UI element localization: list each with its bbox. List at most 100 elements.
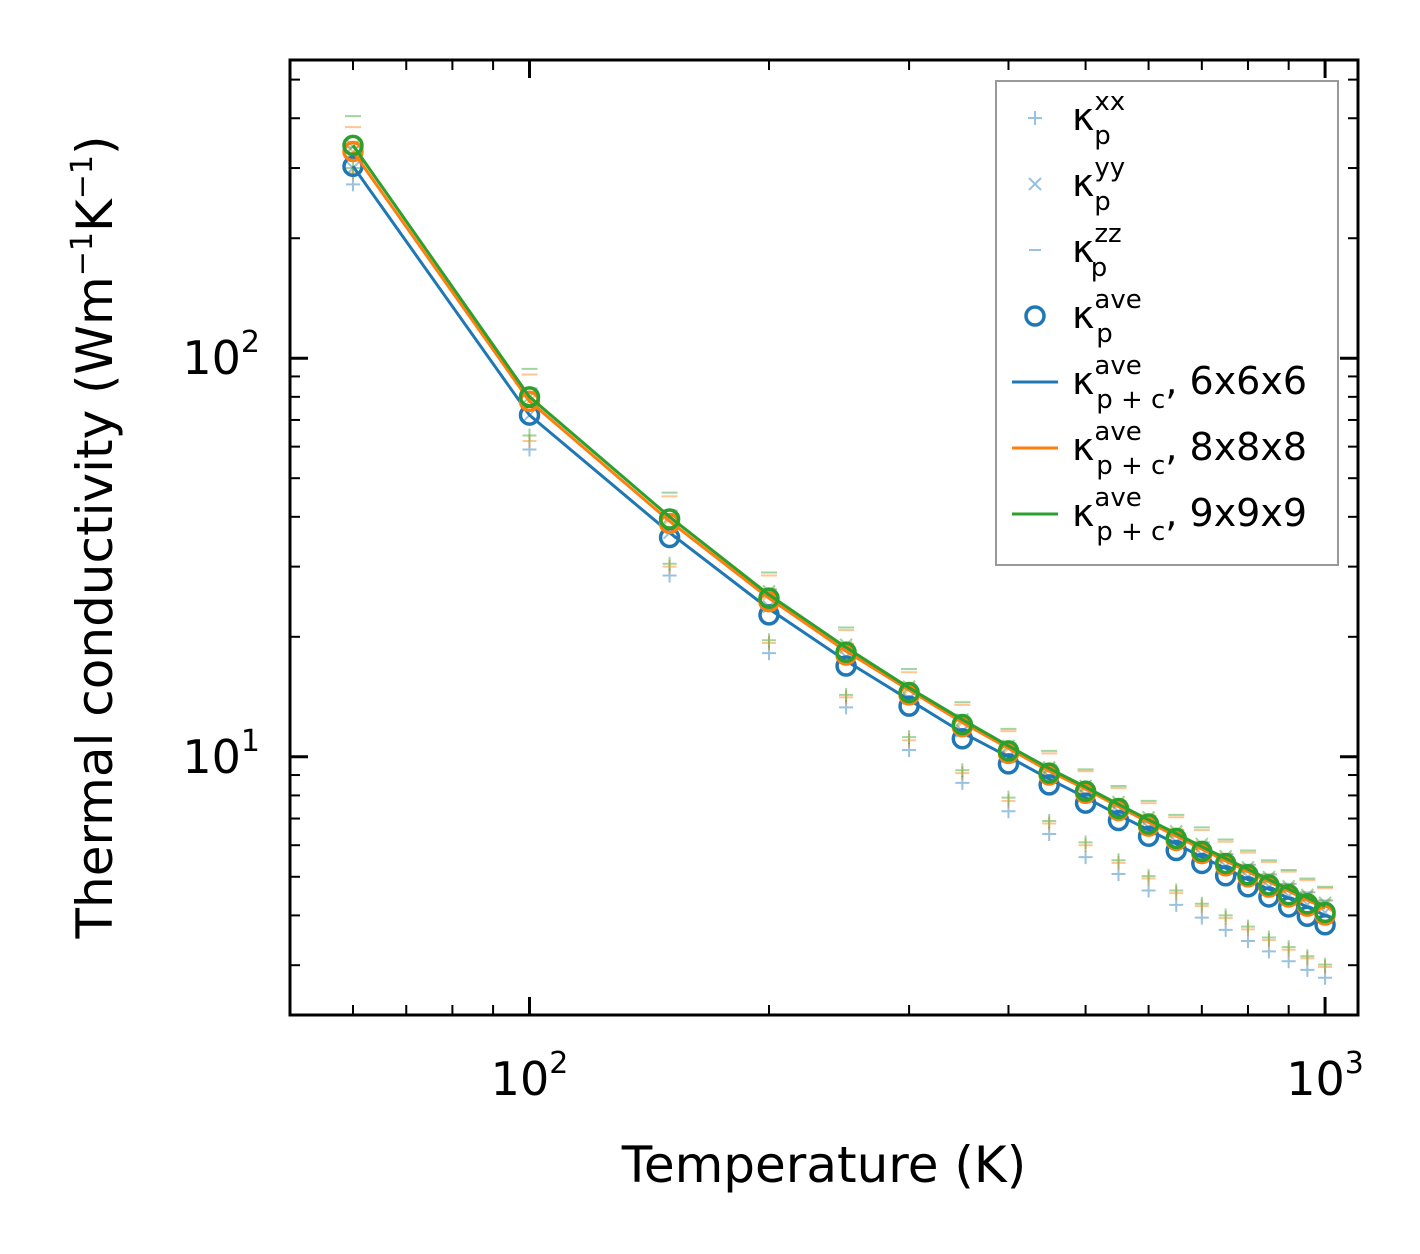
legend-sup: xx: [1094, 87, 1125, 117]
kave-point: [342, 134, 364, 157]
kave-point: [342, 140, 364, 163]
legend-label-3: κave p: [1072, 285, 1142, 349]
legend-suffix: , 6x6x6: [1165, 359, 1307, 403]
legend-sup: zz: [1094, 219, 1121, 249]
kave-point: [997, 740, 1020, 762]
kxx-point: [522, 433, 537, 448]
kxx-point: [1111, 855, 1126, 870]
kxx-point: [1318, 959, 1333, 974]
x-tick-label-100: 102: [491, 1046, 569, 1106]
legend-sub: p + c: [1096, 517, 1165, 547]
legend-marker-circle: [1024, 305, 1046, 327]
kxx-point: [1141, 883, 1156, 898]
kxx-point: [955, 763, 970, 778]
kave-point: [898, 681, 920, 704]
legend-sub: p: [1096, 319, 1113, 349]
kxx-point: [955, 766, 970, 781]
kave-point: [758, 587, 780, 609]
legend-entry-4: κave p + c, 6x6x6: [1012, 351, 1307, 415]
legend-entry-3: κave p: [1024, 285, 1142, 349]
kxx-point: [1194, 910, 1209, 925]
major-ticks: [290, 60, 1358, 1015]
kxx-point: [839, 690, 854, 705]
kxx-point: [345, 177, 360, 192]
legend-sup: ave: [1094, 351, 1141, 381]
kxx-point: [1111, 853, 1126, 868]
kxx-point: [662, 559, 677, 574]
kxx-point: [1261, 944, 1276, 959]
kxx-point: [1281, 954, 1296, 969]
plot-area: [342, 115, 1336, 985]
kave-point: [1237, 863, 1259, 886]
kxx-point: [1042, 816, 1057, 831]
kxx-point: [1300, 949, 1315, 964]
kxx-point: [1218, 908, 1233, 923]
kave-point: [1258, 874, 1280, 896]
kave-point: [1038, 774, 1060, 796]
kave-point: [1314, 901, 1336, 924]
kxx-point: [839, 687, 854, 702]
kxx-point: [1169, 886, 1184, 901]
kxx-point: [1141, 869, 1156, 884]
kave-point: [1237, 876, 1259, 898]
legend-sup: ave: [1094, 417, 1141, 447]
series-6x6x6: [342, 155, 1336, 936]
legend-symbol: κ: [1072, 425, 1094, 469]
legend-symbol: κ: [1072, 359, 1094, 403]
kxx-point: [1281, 942, 1296, 957]
kxx-point: [902, 730, 917, 745]
kave-point: [518, 386, 541, 408]
kave-point: [1137, 825, 1160, 847]
legend-sub: p: [1091, 253, 1108, 283]
y-tick-label-10: 101: [182, 724, 260, 784]
kxx-point: [1240, 919, 1255, 934]
legend-symbol: κ: [1072, 227, 1094, 271]
kxx-point: [1078, 835, 1093, 850]
kave-point: [1314, 913, 1336, 936]
legend-symbol: κ: [1072, 491, 1094, 535]
kave-point: [951, 727, 974, 750]
legend-symbol: κ: [1072, 95, 1094, 139]
kxx-point: [839, 700, 854, 715]
kxx-point: [1169, 897, 1184, 912]
kave-point: [898, 695, 920, 717]
legend-label-4: κave p + c, 6x6x6: [1072, 351, 1307, 415]
axes-frame: [288, 58, 1360, 1017]
kxx-point: [1218, 922, 1233, 937]
kxx-point: [522, 428, 537, 443]
legend-box: [995, 80, 1339, 566]
kave-point: [1165, 839, 1187, 862]
kave-point: [1296, 892, 1319, 915]
kxx-point: [1001, 804, 1016, 819]
legend-entry-6: κave p + c, 9x9x9: [1012, 483, 1307, 547]
kxx-point: [1300, 951, 1315, 966]
kxx-point: [1194, 896, 1209, 911]
legend-sub: p + c: [1096, 385, 1165, 415]
legend-entry-2: κzz p: [1029, 219, 1122, 283]
kxx-point: [1261, 930, 1276, 945]
legend-label-5: κave p + c, 8x8x8: [1072, 417, 1307, 481]
minor-ticks: [289, 60, 1358, 1015]
kave-point: [1107, 797, 1130, 820]
legend-suffix: , 9x9x9: [1165, 491, 1307, 535]
kxx-point: [1169, 883, 1184, 898]
kxx-point: [662, 556, 677, 571]
kave-point: [1074, 780, 1097, 802]
kxx-point: [761, 635, 776, 650]
legend-sup: ave: [1094, 285, 1141, 315]
kxx-point: [1318, 957, 1333, 972]
legend-sup: ave: [1094, 483, 1141, 513]
kxx-point: [522, 442, 537, 457]
x-axis-label: Temperature (K): [621, 1136, 1026, 1194]
kxx-point: [761, 646, 776, 661]
kxx-point: [1194, 899, 1209, 914]
legend-label-0: κxx p: [1072, 87, 1125, 151]
legend-entry-1: κyy p: [1028, 153, 1125, 217]
kave-point: [1107, 809, 1130, 832]
kave-point: [951, 713, 974, 736]
legend-label-2: κzz p: [1072, 219, 1122, 283]
kxx-point: [1042, 814, 1057, 829]
kave-point: [1137, 813, 1160, 835]
legend-sub: p: [1094, 121, 1111, 151]
